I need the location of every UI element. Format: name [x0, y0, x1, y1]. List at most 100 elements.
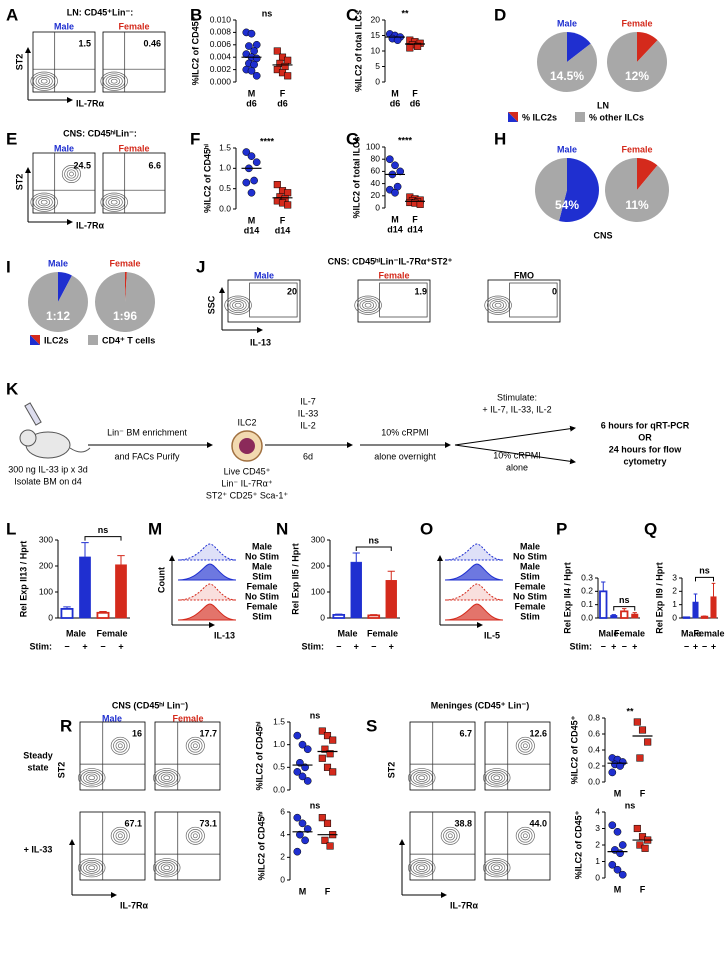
error-bar	[702, 615, 707, 617]
error-bar	[81, 542, 89, 557]
contour	[443, 829, 458, 843]
gate	[379, 282, 428, 318]
pie-slice	[559, 158, 600, 223]
label: 1.0	[273, 739, 285, 749]
point	[416, 200, 424, 208]
label: ns	[368, 535, 379, 545]
point	[247, 188, 256, 197]
label: alone	[506, 462, 528, 472]
point	[284, 72, 292, 80]
label: %ILC2 of total ILCs	[351, 136, 361, 218]
pie-slice	[637, 32, 658, 62]
histogram	[444, 583, 504, 601]
significance-bracket	[355, 546, 392, 551]
label: 300	[311, 534, 325, 544]
contour	[33, 73, 56, 89]
error-bar	[693, 593, 698, 602]
label: ns	[699, 566, 710, 576]
label: Female	[109, 258, 140, 268]
label: F	[640, 788, 646, 798]
plot-frame	[487, 279, 561, 323]
histogram	[177, 583, 237, 601]
bar	[599, 590, 608, 619]
contour	[35, 196, 53, 209]
label: ****	[398, 135, 413, 145]
pie-slice	[637, 158, 658, 190]
label: 0	[595, 872, 600, 882]
point	[284, 189, 292, 197]
panel-label: B	[190, 5, 202, 24]
label: Male	[102, 713, 122, 723]
contour	[484, 295, 512, 315]
panel-label: M	[148, 519, 162, 538]
label: Stim	[252, 611, 272, 621]
label: cytometry	[623, 456, 666, 466]
contour	[224, 295, 252, 315]
label: 4	[280, 829, 285, 839]
label: 100	[39, 586, 53, 596]
bar	[115, 564, 127, 619]
label: Stim:	[570, 641, 593, 651]
label: %ILC2 of CD45⁺	[573, 810, 583, 879]
point	[406, 44, 414, 52]
point	[321, 745, 329, 753]
label: ns	[619, 595, 630, 605]
label: 0.0	[588, 776, 600, 786]
label: No Stim	[513, 591, 547, 601]
point	[391, 161, 399, 170]
point	[326, 842, 334, 850]
contour	[482, 858, 511, 878]
point	[293, 847, 302, 856]
contour	[88, 775, 96, 781]
label: Female	[614, 628, 645, 638]
contour	[522, 743, 528, 749]
label: d14	[244, 225, 260, 235]
label: 6.6	[148, 160, 161, 170]
point	[247, 66, 256, 75]
label: OR	[638, 432, 652, 442]
label: −	[601, 641, 606, 651]
contour	[103, 194, 126, 210]
point	[273, 181, 281, 189]
label: 24.5	[73, 160, 91, 170]
contour	[103, 73, 126, 89]
contour	[160, 863, 173, 872]
label: 200	[311, 560, 325, 570]
contour	[232, 301, 245, 310]
contour	[490, 773, 503, 782]
label: d14	[387, 224, 403, 234]
label: 1.9	[414, 286, 427, 296]
label: F	[412, 88, 418, 98]
contour	[38, 198, 51, 207]
point	[608, 768, 617, 777]
label: 1.5	[219, 142, 231, 152]
label: 0.3	[581, 572, 593, 582]
contour	[354, 295, 382, 315]
label: 44.0	[529, 818, 547, 828]
contour	[413, 771, 431, 784]
contour	[185, 736, 205, 755]
label: 0.010	[210, 14, 232, 24]
label: 0	[320, 612, 325, 622]
label: d6	[277, 98, 288, 108]
contour	[83, 861, 101, 874]
contour	[185, 826, 205, 845]
label: −	[684, 641, 689, 651]
point	[608, 860, 617, 869]
plot-frame	[409, 721, 476, 791]
label: 0	[375, 76, 380, 86]
label: ST2	[386, 762, 396, 779]
contour	[413, 861, 431, 874]
label: 0.6	[588, 728, 600, 738]
label: F	[640, 884, 646, 894]
label: %ILC2 of CD45ʰⁱ	[255, 811, 266, 880]
contour	[105, 75, 123, 88]
contour	[190, 831, 201, 841]
point	[284, 56, 292, 64]
label: Rel Exp Il13 / Hprt	[18, 541, 28, 618]
error-bar	[387, 570, 395, 581]
label: IL-7	[300, 396, 316, 406]
pie-slice	[607, 32, 667, 92]
label: 6d	[303, 451, 313, 461]
label: F	[280, 88, 286, 98]
